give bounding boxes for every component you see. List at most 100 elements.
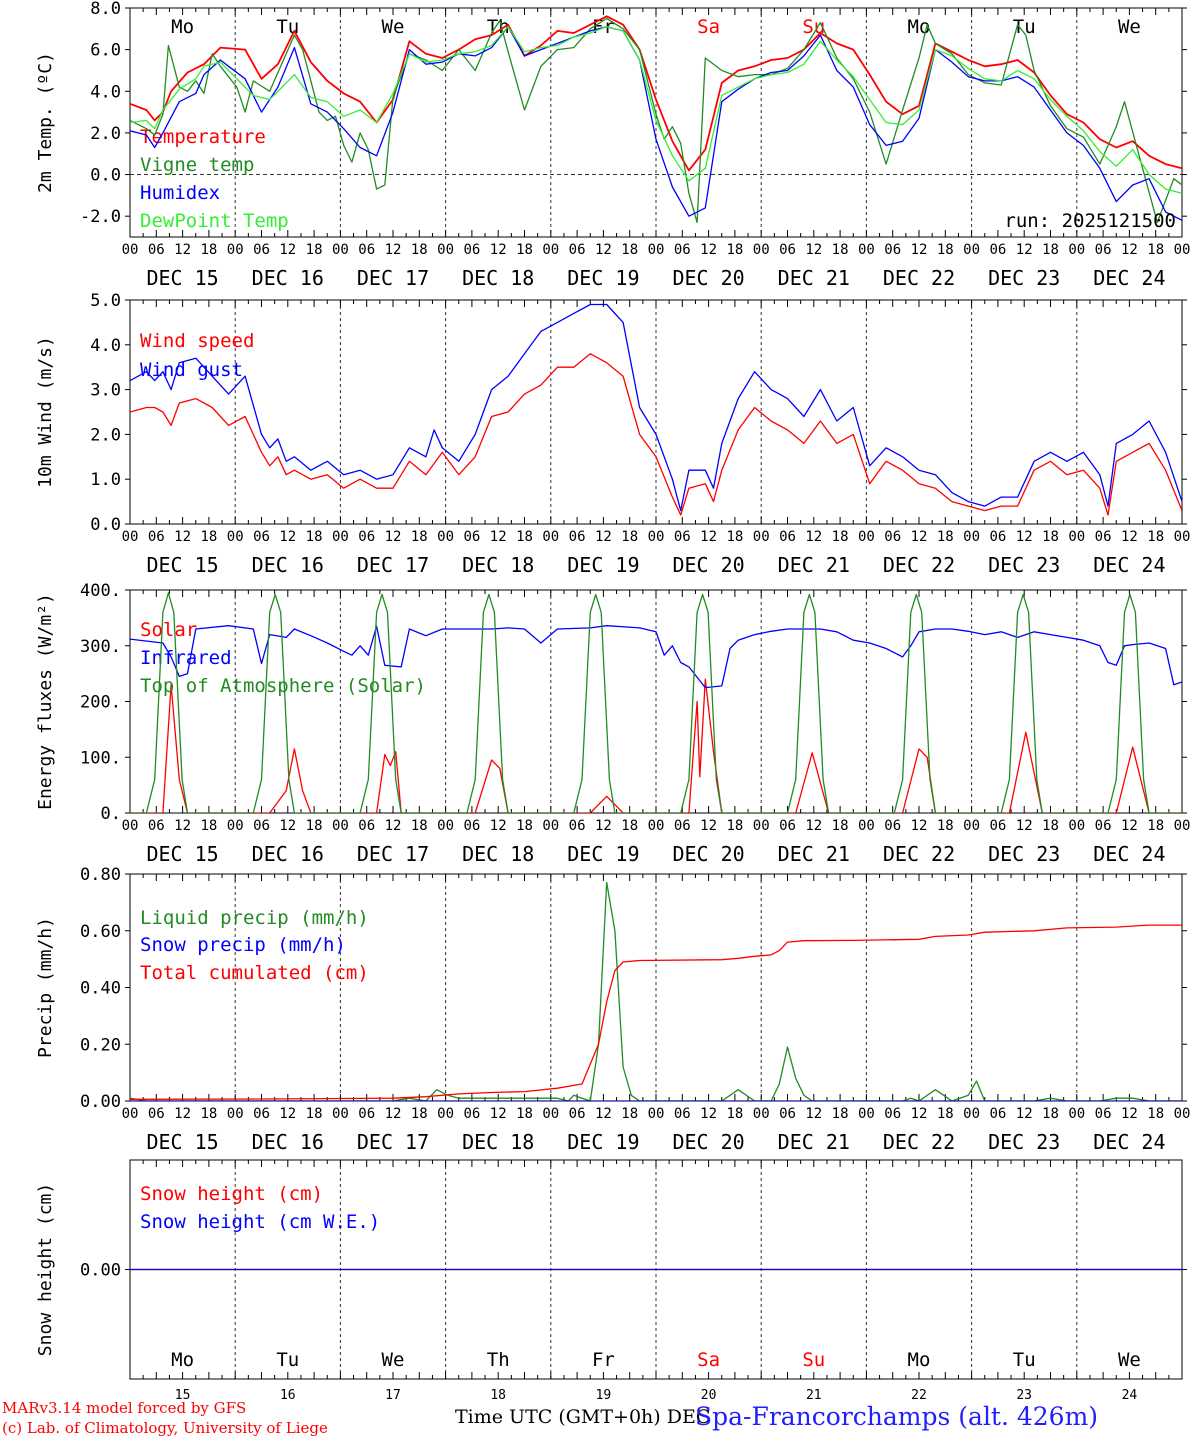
hour-tick-label: 00 — [858, 529, 875, 545]
legend-entry: Humidex — [140, 182, 220, 204]
hour-tick-label: 18 — [306, 818, 323, 834]
date-label: DEC 18 — [462, 266, 534, 290]
hour-tick-label: 06 — [674, 242, 691, 258]
date-label: DEC 18 — [462, 553, 534, 577]
hour-tick-label: 00 — [858, 242, 875, 258]
hour-tick-label: 12 — [911, 529, 928, 545]
date-label: DEC 24 — [1093, 842, 1165, 866]
hour-tick-label: 12 — [385, 818, 402, 834]
date-label: DEC 21 — [778, 842, 850, 866]
hour-tick-label: 06 — [358, 818, 375, 834]
date-label: DEC 19 — [567, 266, 639, 290]
hour-tick-label: 18 — [1147, 242, 1164, 258]
hour-tick-label: 00 — [1068, 529, 1085, 545]
hour-tick-label: 12 — [700, 529, 717, 545]
hour-tick-label: 12 — [279, 818, 296, 834]
legend-entry: Vigne temp — [140, 154, 254, 176]
hour-tick-label: 12 — [279, 1106, 296, 1122]
hour-tick-label: 00 — [1068, 1106, 1085, 1122]
y-tick-label: 8.0 — [90, 0, 121, 19]
hour-tick-label: 18 — [726, 242, 743, 258]
hour-tick-label: 18 — [200, 242, 217, 258]
date-label: DEC 22 — [883, 1130, 955, 1154]
y-tick-label: 2.0 — [90, 124, 121, 144]
hour-tick-label: 06 — [884, 818, 901, 834]
hour-tick-label: 06 — [569, 242, 586, 258]
series-line-solar — [130, 678, 1182, 813]
y-axis-label: 10m Wind (m/s) — [35, 336, 56, 488]
hour-tick-label: 00 — [1174, 818, 1191, 834]
hour-tick-label: 06 — [989, 818, 1006, 834]
hour-tick-label: 18 — [726, 529, 743, 545]
hour-tick-label: 12 — [174, 818, 191, 834]
hour-tick-label: 12 — [1121, 529, 1138, 545]
y-axis-label: Precip (mm/h) — [35, 917, 56, 1058]
date-label: DEC 17 — [357, 266, 429, 290]
hour-tick-label: 00 — [1068, 818, 1085, 834]
date-label: DEC 20 — [672, 842, 744, 866]
day-number: 19 — [596, 1388, 612, 1403]
hour-tick-label: 06 — [1095, 1106, 1112, 1122]
hour-tick-label: 00 — [963, 529, 980, 545]
date-label: DEC 16 — [252, 553, 324, 577]
hour-tick-label: 00 — [753, 818, 770, 834]
panel-1: -2.0 0.0 2.0 4.0 6.0 8.0 2m Temp. (ºC) 00 06 12 18… — [35, 0, 1190, 290]
hour-tick-label: 12 — [1016, 529, 1033, 545]
hour-tick-label: 06 — [463, 818, 480, 834]
hour-tick-label: 18 — [1042, 1106, 1059, 1122]
hour-tick-label: 18 — [621, 529, 638, 545]
hour-tick-label: 18 — [411, 818, 428, 834]
y-tick-label: 4.0 — [90, 336, 121, 356]
y-tick-label: 0.00 — [80, 1092, 121, 1112]
date-label: DEC 23 — [988, 553, 1060, 577]
day-number: 15 — [175, 1388, 191, 1403]
series-line-wind-gust — [130, 303, 1182, 512]
hour-tick-label: 18 — [621, 1106, 638, 1122]
hour-tick-label: 18 — [516, 818, 533, 834]
hour-tick-label: 00 — [332, 242, 349, 258]
hour-tick-label: 00 — [227, 242, 244, 258]
date-label: DEC 17 — [357, 1130, 429, 1154]
legend-entry: Wind speed — [140, 330, 254, 352]
y-tick-label: -2.0 — [80, 207, 121, 227]
hour-tick-label: 00 — [858, 818, 875, 834]
date-label: DEC 23 — [988, 266, 1060, 290]
hour-tick-label: 06 — [1095, 529, 1112, 545]
hour-tick-label: 12 — [595, 242, 612, 258]
hour-tick-label: 00 — [227, 529, 244, 545]
hour-tick-label: 18 — [832, 242, 849, 258]
hour-tick-label: 00 — [858, 1106, 875, 1122]
hour-tick-label: 00 — [648, 1106, 665, 1122]
hour-tick-label: 00 — [1174, 529, 1191, 545]
legend-entry: Temperature — [140, 126, 266, 148]
hour-tick-label: 00 — [437, 242, 454, 258]
hour-tick-label: 06 — [884, 1106, 901, 1122]
hour-tick-label: 06 — [779, 1106, 796, 1122]
hour-tick-label: 18 — [306, 242, 323, 258]
hour-tick-label: 12 — [490, 1106, 507, 1122]
hour-tick-label: 06 — [674, 818, 691, 834]
hour-tick-label: 00 — [963, 1106, 980, 1122]
day-name: Sa — [697, 1349, 720, 1371]
hour-tick-label: 06 — [569, 529, 586, 545]
hour-tick-label: 18 — [937, 529, 954, 545]
date-label: DEC 16 — [252, 1130, 324, 1154]
hour-tick-label: 06 — [779, 242, 796, 258]
hour-tick-label: 00 — [332, 529, 349, 545]
day-number: 16 — [280, 1388, 296, 1403]
legend-entry: Infrared — [140, 647, 232, 669]
day-name: Mo — [171, 16, 194, 38]
hour-tick-label: 00 — [963, 242, 980, 258]
hour-tick-label: 18 — [1042, 242, 1059, 258]
day-name: We — [382, 1349, 405, 1371]
y-tick-label: 400. — [80, 581, 121, 601]
hour-tick-label: 12 — [385, 242, 402, 258]
y-tick-label: 200. — [80, 693, 121, 713]
hour-tick-label: 18 — [1042, 818, 1059, 834]
date-label: DEC 24 — [1093, 1130, 1165, 1154]
y-tick-label: 1.0 — [90, 470, 121, 490]
hour-tick-label: 12 — [174, 242, 191, 258]
hour-tick-label: 18 — [516, 1106, 533, 1122]
hour-tick-label: 00 — [332, 818, 349, 834]
day-number: 18 — [490, 1388, 506, 1403]
